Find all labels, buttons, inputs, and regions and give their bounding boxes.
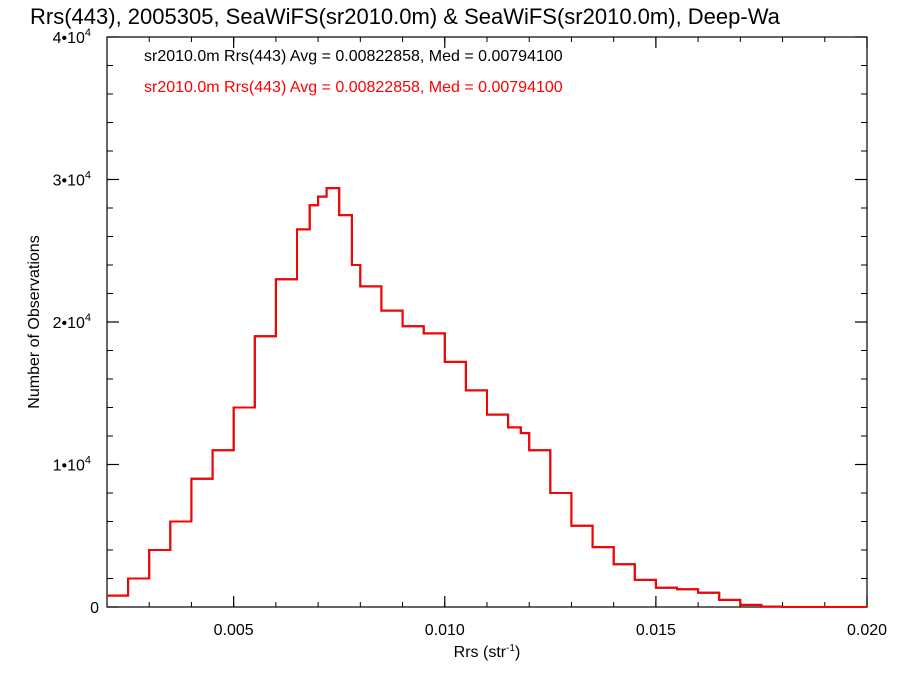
legend-entry-red: sr2010.0m Rrs(443) Avg = 0.00822858, Med… xyxy=(144,79,563,96)
x-tick-label: 0.020 xyxy=(847,622,887,639)
y-tick-label: 0 xyxy=(90,600,99,617)
x-tick-label: 0.010 xyxy=(425,622,465,639)
series-line-red xyxy=(107,187,867,608)
chart-title: Rrs(443), 2005305, SeaWiFS(sr2010.0m) & … xyxy=(30,4,781,29)
y-tick-label: 3•104 xyxy=(53,170,91,190)
x-tick-label: 0.005 xyxy=(214,622,254,639)
x-axis-label-sup: -1 xyxy=(506,643,515,654)
legend-entry-black: sr2010.0m Rrs(443) Avg = 0.00822858, Med… xyxy=(144,48,563,65)
x-axis-label: Rrs (str-1) xyxy=(454,643,521,661)
y-axis-ticks: 0 1•104 2•104 3•104 4•104 xyxy=(53,27,867,617)
y-tick-label: 2•104 xyxy=(53,312,91,332)
x-axis-label-end: ) xyxy=(515,644,520,661)
series-lines xyxy=(107,187,867,608)
x-axis-ticks: 0.005 0.010 0.015 0.020 xyxy=(106,37,887,639)
y-tick-label: 1•104 xyxy=(53,455,91,475)
x-tick-label: 0.015 xyxy=(636,622,676,639)
y-tick-label: 4•104 xyxy=(53,27,91,47)
x-axis-label-base: Rrs (str xyxy=(454,644,507,661)
legend: sr2010.0m Rrs(443) Avg = 0.00822858, Med… xyxy=(144,48,563,96)
plot-area: 0.005 0.010 0.015 0.020 0 1•104 2•104 3•104 4•1… xyxy=(53,27,888,639)
y-axis-label: Number of Observations xyxy=(26,235,43,408)
